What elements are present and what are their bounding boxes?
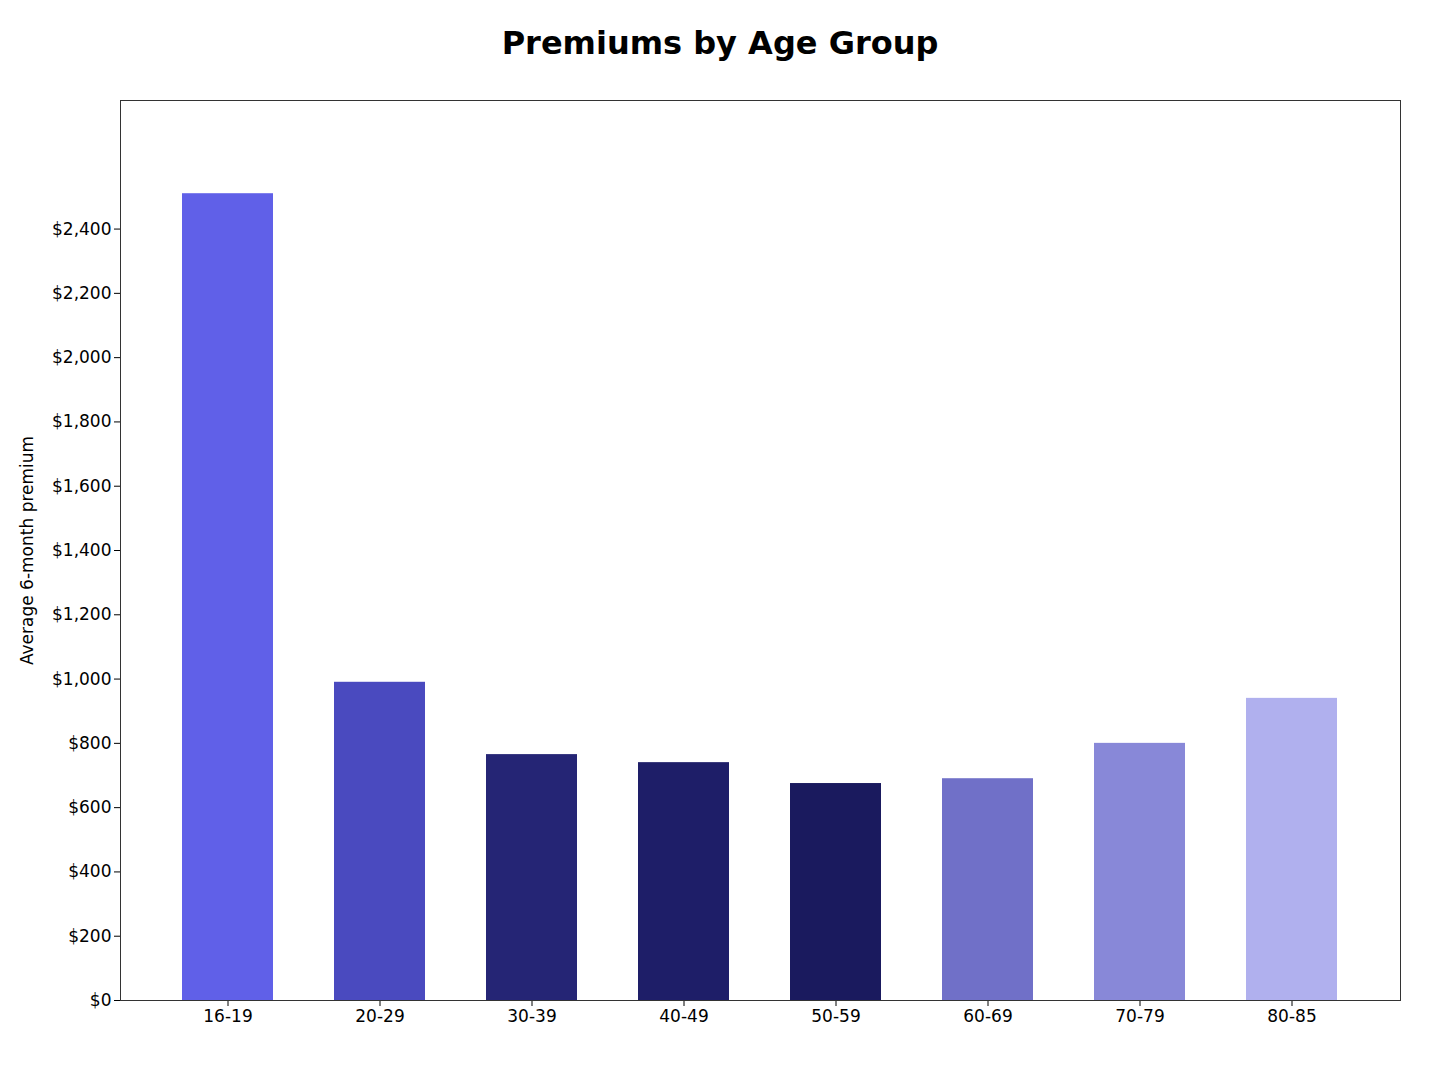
svg-text:$1,600: $1,600: [52, 476, 111, 496]
svg-text:$2,000: $2,000: [52, 347, 111, 367]
svg-text:$800: $800: [68, 733, 111, 753]
svg-text:20-29: 20-29: [355, 1006, 404, 1026]
svg-text:$1,200: $1,200: [52, 604, 111, 624]
svg-text:60-69: 60-69: [963, 1006, 1012, 1026]
svg-text:40-49: 40-49: [659, 1006, 708, 1026]
svg-text:$400: $400: [68, 861, 111, 881]
html-text:Premiums by Age Group: Premiums by Age Group: [501, 24, 939, 62]
svg-text:16-19: 16-19: [203, 1006, 252, 1026]
svg-text:$1,000: $1,000: [52, 669, 111, 689]
svg-text:$200: $200: [68, 926, 111, 946]
svg-text:$0: $0: [90, 990, 112, 1010]
svg-text:Average 6-month premium: Average 6-month premium: [17, 436, 37, 665]
svg-text:70-79: 70-79: [1115, 1006, 1164, 1026]
svg-text:$1,800: $1,800: [52, 411, 111, 431]
svg-text:$600: $600: [68, 797, 111, 817]
svg-text:$1,400: $1,400: [52, 540, 111, 560]
svg-text:50-59: 50-59: [811, 1006, 860, 1026]
svg-text:80-85: 80-85: [1267, 1006, 1316, 1026]
svg-text:$2,200: $2,200: [52, 283, 111, 303]
svg-text:30-39: 30-39: [507, 1006, 556, 1026]
svg-text:$2,400: $2,400: [52, 219, 111, 239]
